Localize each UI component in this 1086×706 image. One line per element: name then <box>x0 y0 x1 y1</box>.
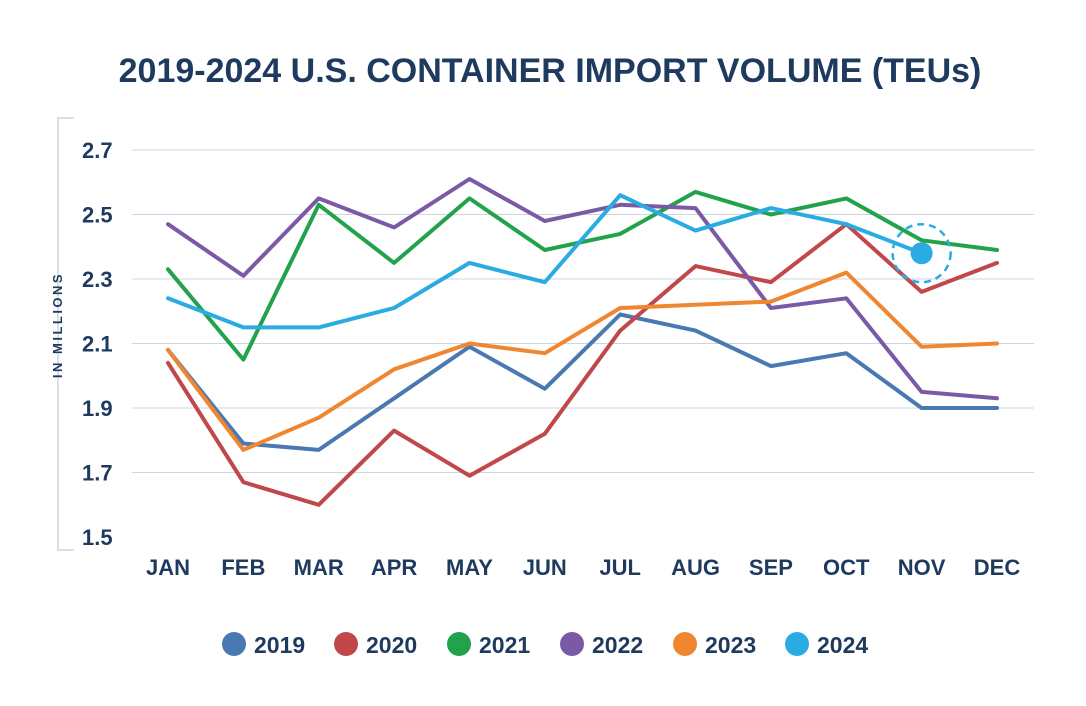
x-tick-label: APR <box>371 555 418 580</box>
x-tick-labels: JAN FEB MAR APR MAY JUN JUL AUG SEP OCT NOV DEC <box>146 555 1020 580</box>
legend-item-2021: 2021 <box>447 632 530 658</box>
y-tick-label: 2.1 <box>82 332 113 357</box>
y-tick-label: 2.5 <box>82 203 113 228</box>
legend-label: 2022 <box>592 632 643 658</box>
legend-swatch <box>222 632 246 656</box>
series-layer <box>166 177 999 507</box>
chart-title: 2019-2024 U.S. CONTAINER IMPORT VOLUME (… <box>119 52 982 90</box>
highlight-ring <box>891 222 952 284</box>
y-tick-label: 1.5 <box>82 525 113 550</box>
legend-item-2023: 2023 <box>673 632 756 658</box>
legend-label: 2023 <box>705 632 756 658</box>
x-tick-label: JUL <box>599 555 641 580</box>
legend-label: 2024 <box>817 632 868 658</box>
y-tick-labels: 2.7 2.5 2.3 2.1 1.9 1.7 1.5 <box>82 138 113 550</box>
x-tick-label: FEB <box>221 555 265 580</box>
legend-item-2024: 2024 <box>785 632 868 658</box>
legend-label: 2020 <box>366 632 417 658</box>
series-line-2024 <box>166 193 924 330</box>
y-tick-label: 2.3 <box>82 267 113 292</box>
x-tick-label: JUN <box>523 555 567 580</box>
x-tick-label: SEP <box>749 555 793 580</box>
series-line-2020 <box>166 222 999 507</box>
legend: 2019 2020 2021 2022 2023 2024 <box>222 632 868 658</box>
y-axis-label: IN MILLIONS <box>50 272 65 378</box>
highlight-point <box>910 242 933 265</box>
x-tick-label: DEC <box>974 555 1021 580</box>
y-tick-label: 1.7 <box>82 461 113 486</box>
series-line-2019 <box>166 312 999 452</box>
legend-item-2019: 2019 <box>222 632 305 658</box>
y-axis-bracket <box>57 117 74 551</box>
legend-label: 2019 <box>254 632 305 658</box>
legend-item-2022: 2022 <box>560 632 643 658</box>
legend-label: 2021 <box>479 632 530 658</box>
series-line-2021 <box>166 189 999 362</box>
y-tick-label: 1.9 <box>82 396 113 421</box>
series-line-2022 <box>166 177 999 401</box>
legend-item-2020: 2020 <box>334 632 417 658</box>
x-tick-label: OCT <box>823 555 870 580</box>
x-tick-label: MAR <box>294 555 344 580</box>
x-tick-label: AUG <box>671 555 720 580</box>
x-tick-label: MAY <box>446 555 493 580</box>
legend-swatch <box>785 632 809 656</box>
highlight-layer <box>891 222 952 284</box>
legend-swatch <box>673 632 697 656</box>
y-tick-label: 2.7 <box>82 138 113 163</box>
x-tick-label: JAN <box>146 555 190 580</box>
legend-swatch <box>447 632 471 656</box>
legend-swatch <box>334 632 358 656</box>
series-line-2023 <box>166 270 999 452</box>
legend-swatch <box>560 632 584 656</box>
x-tick-label: NOV <box>898 555 946 580</box>
